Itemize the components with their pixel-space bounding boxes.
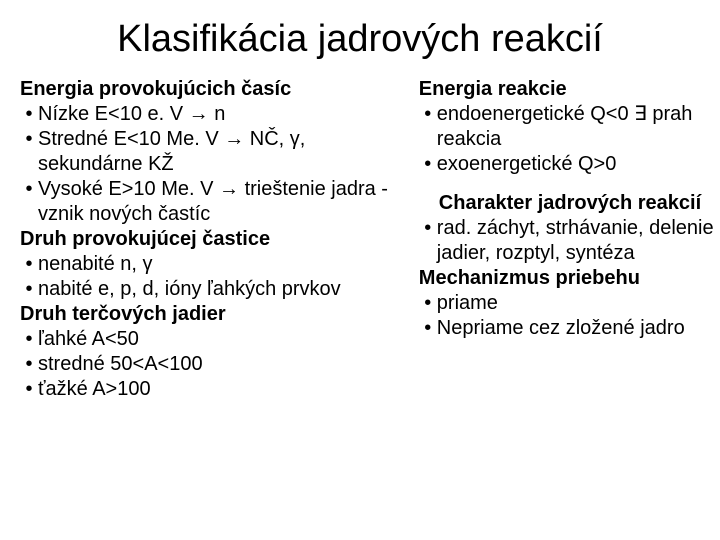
slide-title: Klasifikácia jadrových reakcií (20, 18, 700, 61)
left-bullet-6: • ľahké A<50 (20, 327, 401, 352)
left-bullet-1: • Nízke E<10 e. V → n (20, 102, 401, 127)
spacer (419, 177, 718, 191)
right-bullet-4: • priame (419, 291, 718, 316)
bullet-dot: • (20, 352, 38, 377)
content-columns: Energia provokujúcich časíc • Nízke E<10… (20, 77, 700, 402)
bullet-text: endoenergetické Q<0 ∃ prah reakcia (437, 102, 718, 152)
bullet-text: ľahké A<50 (38, 327, 401, 352)
bullet-text: priame (437, 291, 718, 316)
bullet-dot: • (20, 102, 38, 127)
right-heading-2: Charakter jadrových reakcií (419, 191, 718, 216)
bullet-dot: • (419, 291, 437, 316)
left-heading-2: Druh provokujúcej častice (20, 227, 401, 252)
left-bullet-2: • Stredné E<10 Me. V → NČ, γ, sekundárne… (20, 127, 401, 177)
left-bullet-8: • ťažké A>100 (20, 377, 401, 402)
right-heading-1: Energia reakcie (419, 77, 718, 102)
right-column: Energia reakcie • endoenergetické Q<0 ∃ … (419, 77, 718, 402)
bullet-dot: • (419, 316, 437, 341)
right-bullet-1: • endoenergetické Q<0 ∃ prah reakcia (419, 102, 718, 152)
bullet-text: ťažké A>100 (38, 377, 401, 402)
left-bullet-5: • nabité e, p, d, ióny ľahkých prvkov (20, 277, 401, 302)
left-bullet-7: • stredné 50<A<100 (20, 352, 401, 377)
left-heading-3: Druh terčových jadier (20, 302, 401, 327)
bullet-text: nenabité n, γ (38, 252, 401, 277)
left-heading-1: Energia provokujúcich časíc (20, 77, 401, 102)
bullet-text: stredné 50<A<100 (38, 352, 401, 377)
bullet-text: Vysoké E>10 Me. V → trieštenie jadra - v… (38, 177, 401, 227)
right-bullet-2: • exoenergetické Q>0 (419, 152, 718, 177)
bullet-dot: • (419, 102, 437, 127)
right-bullet-5: • Nepriame cez zložené jadro (419, 316, 718, 341)
bullet-dot: • (20, 127, 38, 152)
left-bullet-3: • Vysoké E>10 Me. V → trieštenie jadra -… (20, 177, 401, 227)
bullet-dot: • (20, 177, 38, 202)
bullet-text: Stredné E<10 Me. V → NČ, γ, sekundárne K… (38, 127, 401, 177)
bullet-dot: • (20, 377, 38, 402)
bullet-text: rad. záchyt, strhávanie, delenie jadier,… (437, 216, 718, 266)
bullet-dot: • (20, 277, 38, 302)
left-bullet-4: • nenabité n, γ (20, 252, 401, 277)
bullet-text: Nepriame cez zložené jadro (437, 316, 718, 341)
bullet-text: exoenergetické Q>0 (437, 152, 718, 177)
left-column: Energia provokujúcich časíc • Nízke E<10… (20, 77, 401, 402)
bullet-dot: • (20, 327, 38, 352)
bullet-dot: • (419, 216, 437, 241)
right-bullet-3: • rad. záchyt, strhávanie, delenie jadie… (419, 216, 718, 266)
bullet-text: Nízke E<10 e. V → n (38, 102, 401, 127)
bullet-dot: • (20, 252, 38, 277)
right-heading-3: Mechanizmus priebehu (419, 266, 718, 291)
bullet-text: nabité e, p, d, ióny ľahkých prvkov (38, 277, 401, 302)
bullet-dot: • (419, 152, 437, 177)
